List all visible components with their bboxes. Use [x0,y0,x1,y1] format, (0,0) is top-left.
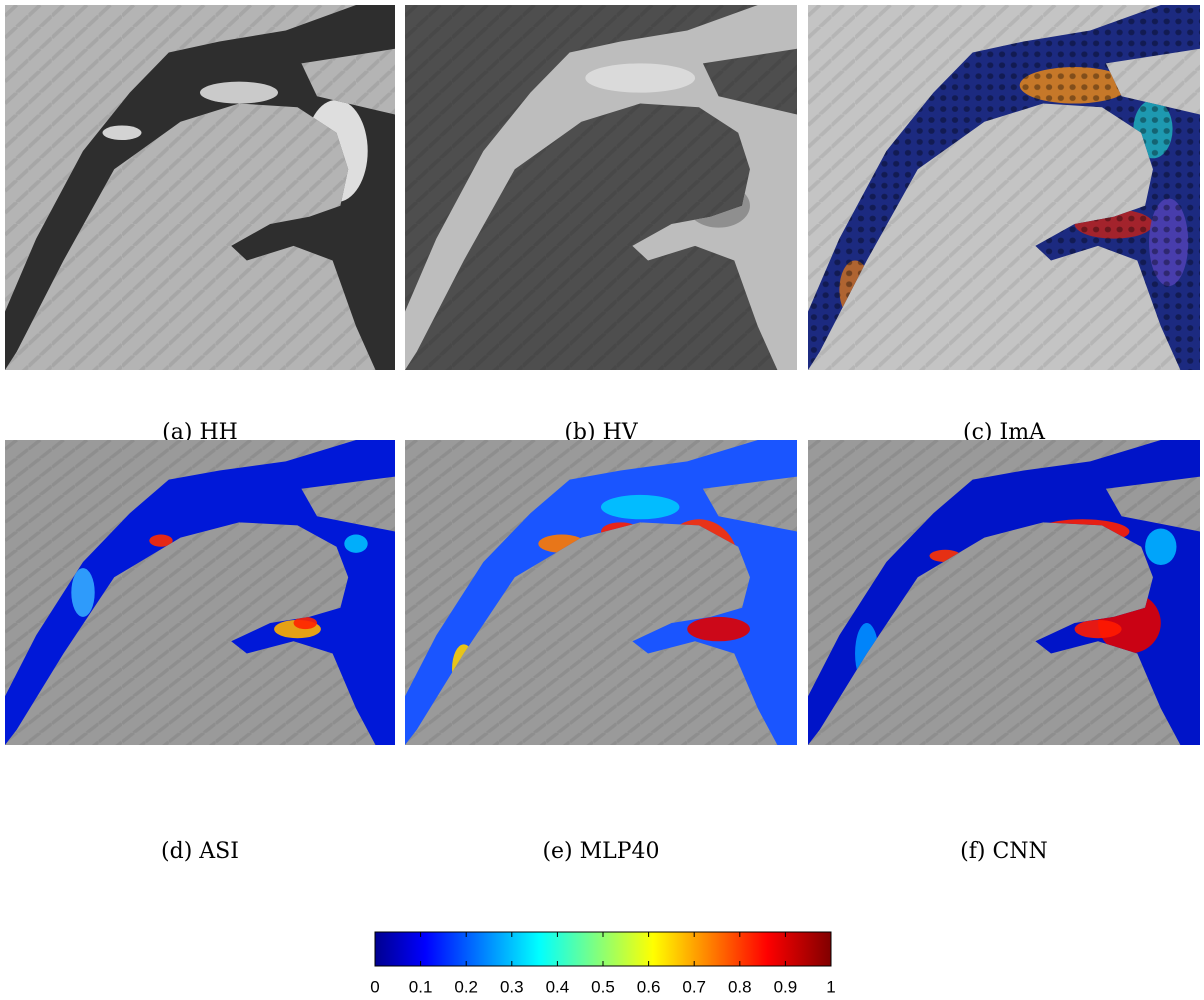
map-panel [808,5,1200,370]
colorbar-tick-label: 0.9 [774,977,798,996]
map-panel [405,440,797,745]
colorbar-tick-label: 0.1 [409,977,433,996]
map-panel [5,5,395,370]
figure: (a) HH(b) HV(c) ImA(d) ASI(e) MLP40(f) C… [0,0,1204,1000]
sea-feature [601,495,679,519]
colorbar-tick-label: 0.8 [728,977,752,996]
panel-caption: (d) ASI [161,839,239,864]
sea-feature [71,568,94,617]
sea-feature [1075,620,1122,638]
sea-feature [585,63,695,92]
map-panel [405,5,797,370]
sea-feature [687,617,750,641]
colorbar-tick-label: 0.3 [500,977,524,996]
sea-feature [103,125,142,140]
colorbar-tick-label: 0.7 [682,977,706,996]
colorbar-tick-label: 0.6 [637,977,661,996]
colorbar-tick-label: 1 [826,977,835,996]
panel-caption: (f) CNN [960,839,1048,864]
map-panel [5,440,395,745]
colorbar-tick-label: 0.4 [546,977,570,996]
sea-feature [200,82,278,104]
colorbar-tick-label: 0.2 [454,977,478,996]
colorbar [375,932,831,966]
sea-feature [344,535,367,553]
colorbar-tick-label: 0.5 [591,977,615,996]
map-panel [808,440,1200,745]
colorbar-tick-label: 0 [370,977,379,996]
panel-caption: (e) MLP40 [542,839,659,864]
sea-feature [1145,528,1176,565]
